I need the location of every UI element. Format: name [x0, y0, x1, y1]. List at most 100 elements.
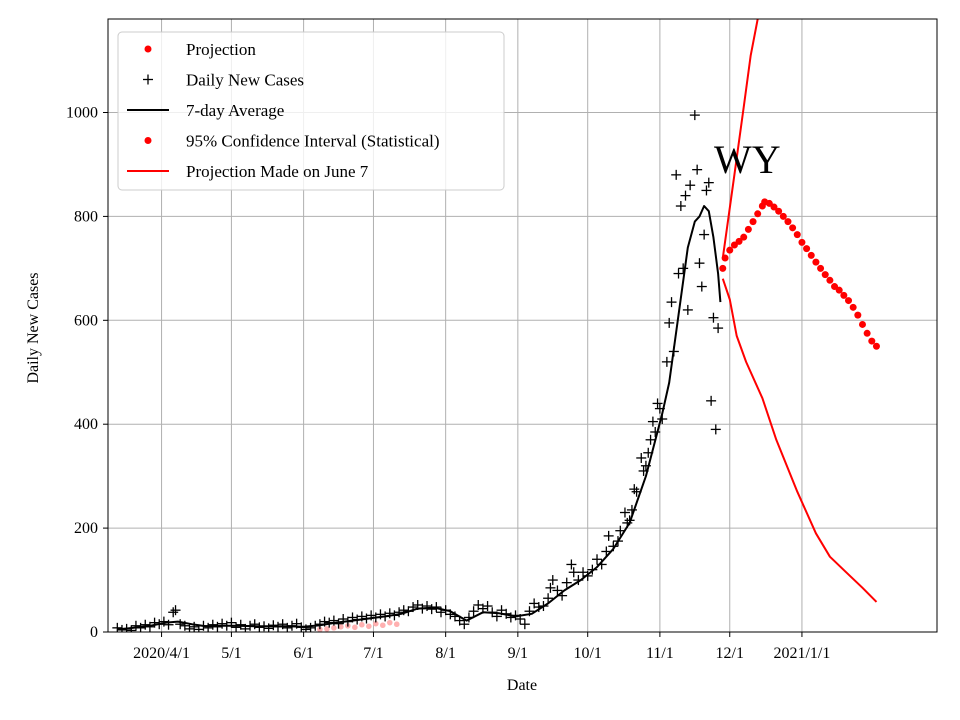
legend-label: Projection Made on June 7	[186, 162, 369, 181]
case-point	[703, 177, 714, 188]
legend-label: Daily New Cases	[186, 71, 304, 90]
x-axis-ticks: 2020/4/1 5/1 6/1 7/1 8/1 9/1 10/1 11/1 12/1 2021/…	[133, 632, 830, 662]
projection-point	[331, 625, 337, 631]
case-point	[305, 622, 316, 632]
projection-point	[817, 264, 825, 272]
projection-point	[359, 621, 365, 628]
case-point	[189, 621, 200, 632]
projection-point	[317, 626, 323, 632]
legend-dot-marker	[144, 137, 152, 144]
case-point	[130, 620, 141, 631]
case-point	[519, 619, 530, 630]
case-point	[696, 281, 707, 292]
case-point	[282, 622, 293, 632]
case-point	[268, 620, 279, 631]
x-tick-label: 2021/1/1	[773, 645, 830, 662]
case-point	[603, 530, 614, 541]
case-point	[699, 229, 710, 240]
legend-item: Projection	[144, 40, 256, 59]
case-point	[482, 601, 493, 612]
projection-point	[845, 297, 853, 305]
case-point	[426, 604, 437, 615]
y-tick-label: 0	[90, 624, 98, 641]
case-point	[545, 582, 556, 593]
projection-point	[793, 231, 801, 239]
case-point	[713, 323, 724, 334]
projection-point	[721, 254, 729, 262]
case-point	[175, 619, 186, 630]
series-projection-made-on-june-7	[317, 619, 400, 632]
projection-point	[858, 320, 866, 328]
y-tick-label: 600	[74, 312, 98, 329]
legend-label: 7-day Average	[186, 101, 284, 120]
projection-point	[798, 238, 806, 246]
projection-point	[812, 258, 820, 266]
case-point	[706, 395, 717, 406]
legend-item: Projection Made on June 7	[127, 162, 369, 181]
case-point	[184, 623, 195, 632]
legend: Projection Daily New Cases 7-day Average 95…	[117, 31, 505, 191]
x-tick-label: 12/1	[716, 645, 744, 662]
projection-point	[803, 245, 811, 253]
projection-point	[872, 342, 880, 350]
series-line	[721, 278, 878, 603]
projection-point	[835, 286, 843, 294]
x-tick-label: 5/1	[221, 645, 241, 662]
projection-point	[324, 626, 330, 632]
projection-point	[775, 207, 783, 215]
case-point	[163, 619, 174, 630]
x-tick-label: 7/1	[363, 645, 383, 662]
case-point	[254, 622, 265, 632]
x-tick-label: 6/1	[293, 645, 313, 662]
case-point	[552, 585, 563, 596]
x-tick-label: 10/1	[573, 645, 601, 662]
case-point	[235, 619, 246, 630]
case-point	[692, 164, 703, 175]
case-point	[207, 619, 218, 630]
projection-point	[784, 218, 792, 226]
case-point	[652, 398, 663, 409]
case-point	[170, 605, 181, 616]
case-point	[689, 110, 700, 121]
case-point	[682, 304, 693, 315]
y-tick-label: 1000	[66, 105, 98, 122]
series-line	[721, 19, 759, 259]
projection-point	[735, 237, 743, 245]
projection-point	[779, 212, 787, 220]
legend-item: 7-day Average	[127, 101, 284, 120]
projection-point	[386, 619, 393, 626]
case-point	[680, 190, 691, 201]
case-point	[505, 612, 516, 623]
projection-point	[849, 303, 857, 311]
plot-data	[112, 19, 880, 632]
case-point	[671, 169, 682, 180]
projection-point	[863, 329, 871, 337]
case-point	[217, 618, 228, 629]
case-point	[168, 607, 179, 618]
y-axis-label: Daily New Cases	[25, 272, 42, 383]
case-point	[708, 312, 719, 323]
case-point	[592, 554, 603, 565]
case-point	[675, 201, 686, 212]
projection-point	[807, 251, 815, 259]
case-point	[694, 258, 705, 269]
case-point	[543, 593, 554, 604]
series-projection	[719, 198, 880, 350]
case-point	[547, 575, 558, 586]
case-point	[645, 434, 656, 445]
legend-item: 95% Confidence Interval (Statistical)	[144, 132, 440, 151]
projection-point	[393, 621, 400, 628]
case-point	[468, 606, 479, 617]
case-point	[636, 452, 647, 463]
projection-point	[372, 620, 379, 627]
series-7-day-average	[117, 205, 722, 631]
projection-point	[719, 264, 727, 272]
case-point	[112, 622, 123, 632]
series-95-confidence-interval-statistical	[721, 19, 759, 259]
plot-frame	[107, 18, 938, 633]
legend-label: Projection	[186, 40, 256, 59]
projection-point	[868, 337, 876, 345]
case-point	[650, 426, 661, 437]
case-point	[561, 577, 572, 588]
state-annotation: WY	[714, 137, 781, 182]
